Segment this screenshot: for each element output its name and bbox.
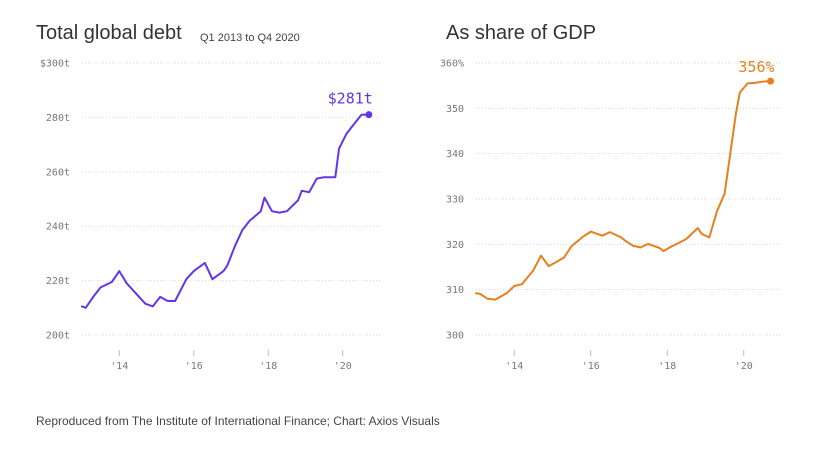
left-y-tick-label: $300t	[40, 59, 70, 70]
source-note: Reproduced from The Institute of Interna…	[36, 414, 440, 428]
right-y-tick-label: 350	[446, 104, 464, 115]
right-series-line	[475, 80, 772, 301]
left-y-tick-label: 260t	[46, 167, 70, 178]
right-y-tick-label: 360%	[440, 59, 464, 70]
left-chart-title: Total global debt	[36, 22, 182, 44]
right-x-tick-label: '14	[505, 361, 523, 372]
left-y-tick-label: 220t	[46, 276, 70, 287]
right-y-tick-label: 310	[446, 285, 464, 296]
left-end-point	[365, 111, 373, 119]
left-series-line	[81, 113, 370, 309]
right-end-label: 356%	[738, 58, 774, 76]
right-x-tick-label: '20	[735, 361, 753, 372]
right-y-tick-label: 330	[446, 195, 464, 206]
right-chart-title: As share of GDP	[446, 22, 597, 44]
right-y-tick-label: 300	[446, 331, 464, 342]
left-x-tick-label: '18	[259, 361, 277, 372]
right-y-tick-label: 340	[446, 149, 464, 160]
left-y-tick-label: 240t	[46, 222, 70, 233]
left-y-tick-label: 200t	[46, 331, 70, 342]
left-y-tick-label: 280t	[46, 113, 70, 124]
right-end-point	[767, 77, 775, 85]
left-chart-subtitle: Q1 2013 to Q4 2020	[200, 32, 300, 44]
right-x-tick-label: '18	[658, 361, 676, 372]
right-y-tick-label: 320	[446, 240, 464, 251]
left-x-tick-label: '14	[110, 361, 128, 372]
right-x-tick-label: '16	[582, 361, 600, 372]
left-x-tick-label: '16	[185, 361, 203, 372]
left-x-tick-label: '20	[334, 361, 352, 372]
left-end-label: $281t	[328, 90, 373, 108]
